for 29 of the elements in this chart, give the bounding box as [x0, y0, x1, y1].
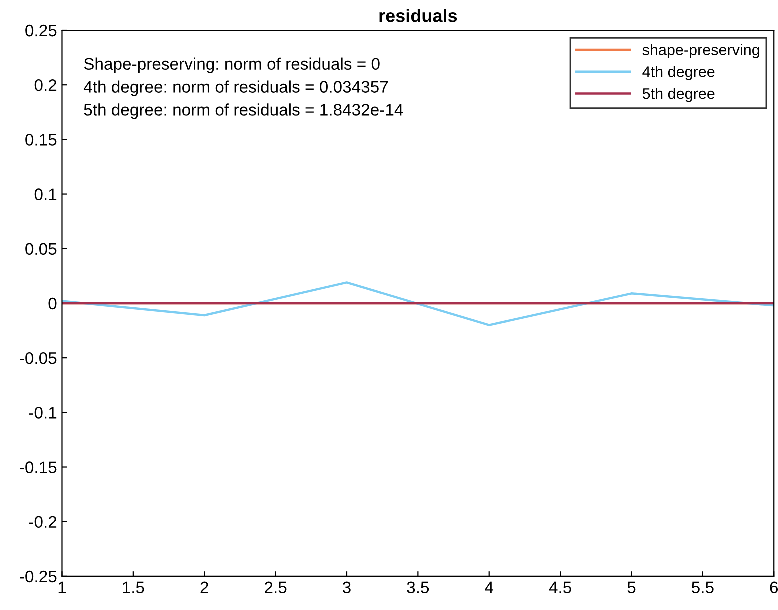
y-tick-label: -0.2: [29, 516, 57, 528]
y-tick-label: 0.2: [34, 79, 57, 92]
annotation: Shape-preserving: norm of residuals = 0: [84, 58, 380, 74]
x-tick-label: 2.5: [265, 582, 287, 594]
y-tick-label: -0.25: [20, 570, 57, 583]
x-tick-label: 2: [200, 582, 208, 594]
annotation: 5th degree: norm of residuals = 1.8432e-14: [84, 104, 404, 120]
x-tick-label: 3.5: [407, 582, 430, 594]
legend-label: 5th degree: [642, 88, 715, 102]
legend-label: 4th degree: [642, 66, 715, 80]
y-tick-label: 0: [48, 298, 57, 310]
legend-label: shape-preserving: [642, 44, 760, 58]
chart-title: residuals: [380, 9, 458, 22]
x-tick-label: 1: [58, 582, 66, 594]
y-tick-label: 0.1: [34, 188, 57, 200]
x-tick-label: 5.5: [692, 582, 714, 594]
x-tick-label: 1.5: [123, 582, 144, 594]
y-tick-label: 0.05: [26, 243, 57, 256]
x-tick-label: 4: [485, 582, 494, 594]
x-tick-label: 4.5: [549, 582, 572, 594]
y-tick-label: -0.05: [20, 352, 57, 364]
annotation: 4th degree: norm of residuals = 0.034357: [84, 80, 388, 96]
x-tick-label: 6: [770, 582, 778, 594]
x-tick-label: 3: [342, 582, 351, 594]
y-tick-label: -0.1: [29, 407, 57, 419]
y-tick-label: 0.15: [26, 134, 57, 146]
y-tick-label: -0.15: [20, 462, 57, 474]
y-tick-label: 0.25: [26, 24, 57, 37]
x-tick-label: 5: [628, 582, 636, 594]
